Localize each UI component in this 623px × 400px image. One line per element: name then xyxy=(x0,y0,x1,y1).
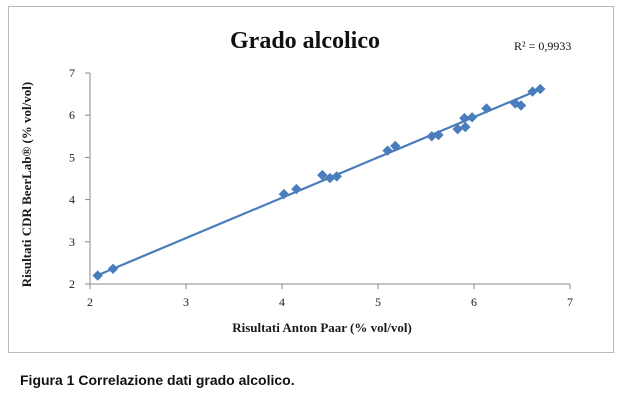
data-point xyxy=(459,112,470,124)
y-tick-label: 3 xyxy=(69,235,75,249)
x-axis-title: Risultati Anton Paar (% vol/vol) xyxy=(232,320,412,335)
chart-frame: Grado alcolico R² = 0,9933 2 3 4 5 6 7 2 3 4 5 6 7… xyxy=(8,6,614,353)
scatter-chart: Grado alcolico R² = 0,9933 2 3 4 5 6 7 2 3 4 5 6 7… xyxy=(19,28,573,335)
x-tick-label: 4 xyxy=(279,295,285,309)
data-point xyxy=(278,188,290,200)
y-axis-ticks: 2 3 4 5 6 7 xyxy=(69,66,90,291)
data-point xyxy=(452,123,463,135)
r-squared-annotation: R² = 0,9933 xyxy=(514,39,571,53)
x-tick-label: 5 xyxy=(375,295,381,309)
data-point xyxy=(527,86,538,97)
data-point xyxy=(331,171,342,182)
data-point xyxy=(107,263,119,275)
data-point xyxy=(317,169,328,181)
data-point xyxy=(481,103,492,114)
x-tick-label: 6 xyxy=(471,295,477,309)
data-point xyxy=(382,145,393,156)
data-point xyxy=(390,140,401,152)
x-tick-label: 2 xyxy=(87,295,93,309)
data-point xyxy=(291,183,302,195)
y-tick-label: 4 xyxy=(69,193,75,207)
data-point xyxy=(535,83,546,95)
data-point xyxy=(426,131,437,142)
chart-title: Grado alcolico xyxy=(230,28,380,54)
x-tick-label: 7 xyxy=(567,295,573,309)
y-tick-label: 7 xyxy=(69,66,75,80)
x-axis-ticks: 2 3 4 5 6 7 xyxy=(87,284,573,309)
data-point xyxy=(92,270,103,281)
y-axis-title: Risultati CDR BeerLab® (% vol/vol) xyxy=(19,82,34,287)
data-point xyxy=(515,100,527,111)
data-point xyxy=(324,172,336,184)
figure-caption: Figura 1 Correlazione dati grado alcolic… xyxy=(20,372,295,388)
y-tick-label: 6 xyxy=(69,108,75,122)
x-tick-label: 3 xyxy=(183,295,189,309)
data-point xyxy=(460,121,471,133)
data-point xyxy=(466,112,478,123)
y-tick-label: 5 xyxy=(69,150,75,164)
y-tick-label: 2 xyxy=(69,277,75,291)
